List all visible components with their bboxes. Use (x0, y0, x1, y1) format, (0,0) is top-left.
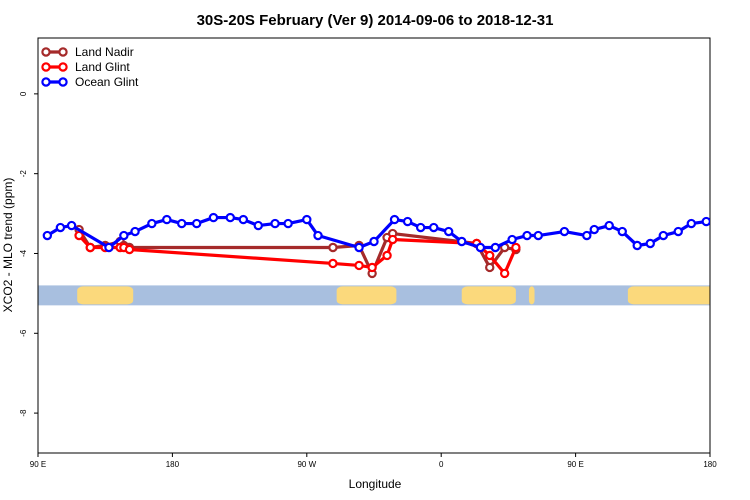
legend-marker (41, 77, 51, 87)
data-point-ocean-glint (313, 230, 323, 241)
legend-item-ocean-glint: Ocean Glint (41, 75, 139, 89)
y-tick-label: -4 (19, 249, 28, 257)
y-tick-label: -2 (19, 170, 28, 178)
data-point-land-nadir (485, 262, 495, 273)
data-point-land-glint (328, 258, 338, 269)
data-point-land-glint (74, 230, 84, 241)
plot-border (37, 37, 711, 454)
data-point-land-glint (85, 242, 95, 253)
x-tick-label: 90 E (567, 460, 583, 469)
series-ocean-glint (42, 212, 710, 253)
data-point-ocean-glint (559, 226, 570, 237)
y-axis: 0 -2 -4 -6 -8 (19, 91, 38, 417)
data-point-ocean-glint (686, 218, 697, 229)
x-tick-label: 0 (439, 460, 444, 469)
x-tick-label: 90 W (297, 460, 316, 469)
data-point-ocean-glint (253, 220, 263, 231)
legend-item-land-glint: Land Glint (41, 60, 130, 74)
data-point-ocean-glint (147, 218, 157, 229)
data-point-ocean-glint (369, 236, 379, 247)
data-point-ocean-glint (533, 230, 543, 241)
x-tick-label: 180 (166, 460, 180, 469)
data-point-ocean-glint (119, 230, 129, 241)
land-band (38, 285, 710, 306)
land-region-3 (461, 286, 516, 305)
legend-marker (58, 47, 68, 57)
x-axis-label: Longitude (349, 477, 402, 491)
data-point-ocean-glint (104, 242, 114, 253)
legend-marker (58, 62, 68, 72)
x-tick-label: 90 E (30, 460, 46, 469)
data-point-ocean-glint (402, 216, 413, 227)
series-layer (42, 212, 710, 279)
data-point-land-glint (499, 268, 510, 279)
data-point-ocean-glint (673, 226, 683, 237)
data-point-ocean-glint (522, 230, 532, 241)
data-point-ocean-glint (443, 226, 454, 237)
land-region-1 (77, 286, 134, 305)
data-point-ocean-glint (582, 230, 592, 241)
legend-item-land-nadir: Land Nadir (41, 45, 134, 59)
y-axis-label: XCO2 - MLO trend (ppm) (1, 178, 15, 313)
legend-label: Land Glint (75, 60, 130, 74)
data-point-ocean-glint (42, 230, 53, 241)
data-point-ocean-glint (617, 226, 627, 237)
land-region-4 (528, 286, 535, 305)
data-point-land-glint (382, 250, 392, 261)
land-region-2 (336, 286, 397, 305)
data-point-ocean-glint (475, 242, 486, 253)
data-point-land-glint (511, 242, 521, 253)
x-axis: 90 E 180 90 W 0 90 E 180 (30, 453, 717, 469)
data-point-ocean-glint (302, 214, 312, 225)
legend-marker (41, 47, 51, 57)
data-point-ocean-glint (604, 220, 614, 231)
data-point-ocean-glint (130, 226, 140, 237)
data-point-ocean-glint (415, 222, 426, 233)
data-point-ocean-glint (238, 214, 249, 225)
legend-marker (41, 62, 51, 72)
legend-label: Ocean Glint (75, 75, 139, 89)
legend-marker (58, 77, 68, 87)
data-point-ocean-glint (225, 212, 235, 223)
data-point-ocean-glint (429, 222, 439, 233)
data-point-ocean-glint (162, 214, 172, 225)
data-point-ocean-glint (389, 214, 400, 225)
data-point-ocean-glint (701, 216, 710, 227)
data-point-land-glint (124, 244, 135, 255)
data-point-ocean-glint (632, 240, 642, 251)
data-point-land-nadir (328, 242, 338, 253)
data-point-ocean-glint (457, 236, 467, 247)
data-point-ocean-glint (507, 234, 517, 245)
series-land-glint (74, 230, 521, 279)
data-point-ocean-glint (177, 218, 187, 229)
data-point-ocean-glint (191, 218, 202, 229)
data-point-land-glint (387, 234, 398, 245)
data-point-ocean-glint (645, 238, 655, 249)
data-point-land-glint (354, 260, 364, 271)
data-point-land-glint (367, 262, 377, 273)
data-point-ocean-glint (658, 230, 669, 241)
chart-title: 30S-20S February (Ver 9) 2014-09-06 to 2… (197, 12, 554, 29)
data-point-ocean-glint (589, 224, 599, 235)
data-point-land-glint (485, 250, 495, 261)
land-region-5 (627, 286, 710, 305)
series-line-land-glint (77, 234, 518, 276)
data-point-ocean-glint (66, 220, 77, 231)
data-point-ocean-glint (55, 222, 66, 233)
plot-frame (37, 37, 711, 454)
data-point-ocean-glint (490, 242, 501, 253)
legend-label: Land Nadir (75, 45, 134, 59)
x-tick-label: 180 (703, 460, 717, 469)
data-point-ocean-glint (208, 212, 219, 223)
y-tick-label: -6 (19, 329, 28, 337)
data-point-ocean-glint (270, 218, 280, 229)
y-tick-label: -8 (19, 409, 28, 417)
data-point-ocean-glint (283, 218, 293, 229)
data-point-ocean-glint (354, 242, 364, 253)
y-tick-label: 0 (19, 91, 28, 96)
